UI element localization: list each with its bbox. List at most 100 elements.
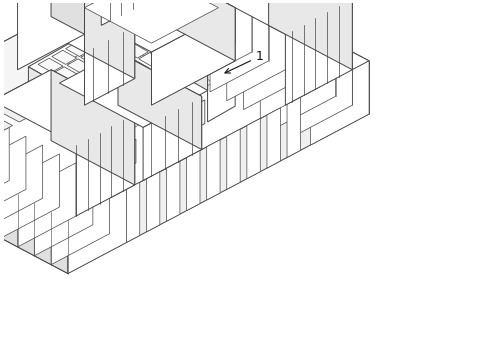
Polygon shape	[136, 103, 164, 119]
Polygon shape	[0, 0, 369, 220]
Polygon shape	[125, 12, 194, 82]
Polygon shape	[0, 145, 43, 229]
Text: 1: 1	[225, 50, 264, 73]
Polygon shape	[125, 60, 149, 75]
Polygon shape	[98, 76, 122, 90]
Polygon shape	[28, 12, 194, 106]
Polygon shape	[168, 0, 369, 114]
Polygon shape	[143, 96, 202, 180]
Polygon shape	[111, 89, 139, 105]
Polygon shape	[15, 27, 152, 138]
Polygon shape	[84, 0, 135, 78]
Polygon shape	[311, 61, 369, 145]
Polygon shape	[68, 61, 369, 274]
Polygon shape	[37, 103, 64, 119]
Polygon shape	[152, 120, 171, 153]
Polygon shape	[6, 86, 53, 111]
Polygon shape	[108, 35, 133, 49]
Polygon shape	[118, 52, 202, 149]
Polygon shape	[101, 0, 168, 26]
Polygon shape	[136, 46, 164, 62]
Polygon shape	[86, 131, 114, 147]
Polygon shape	[110, 52, 135, 66]
Polygon shape	[176, 0, 235, 74]
Polygon shape	[294, 52, 352, 136]
Polygon shape	[139, 19, 208, 59]
Polygon shape	[227, 17, 285, 101]
Polygon shape	[123, 44, 148, 58]
Polygon shape	[86, 75, 114, 90]
Polygon shape	[180, 43, 208, 106]
Polygon shape	[187, 100, 205, 134]
Polygon shape	[126, 182, 140, 243]
Polygon shape	[244, 26, 302, 109]
Polygon shape	[277, 43, 336, 127]
Polygon shape	[0, 26, 1, 105]
Polygon shape	[53, 67, 78, 81]
Polygon shape	[67, 59, 92, 73]
Polygon shape	[269, 0, 352, 70]
Polygon shape	[0, 70, 135, 145]
Polygon shape	[187, 150, 200, 211]
Polygon shape	[15, 106, 98, 185]
Polygon shape	[93, 27, 118, 41]
Polygon shape	[38, 58, 63, 72]
Polygon shape	[86, 103, 114, 119]
Polygon shape	[1, 154, 59, 238]
Polygon shape	[151, 8, 235, 105]
Polygon shape	[267, 108, 280, 168]
Polygon shape	[202, 0, 352, 34]
Polygon shape	[210, 8, 269, 92]
Polygon shape	[118, 139, 136, 173]
Polygon shape	[160, 0, 219, 65]
Polygon shape	[111, 68, 136, 82]
Polygon shape	[51, 0, 84, 34]
Polygon shape	[0, 108, 13, 132]
Polygon shape	[285, 0, 352, 105]
Polygon shape	[61, 89, 89, 105]
Polygon shape	[207, 140, 220, 200]
Polygon shape	[152, 27, 235, 106]
Polygon shape	[227, 129, 240, 189]
Polygon shape	[107, 19, 132, 33]
Polygon shape	[247, 118, 260, 179]
Polygon shape	[151, 0, 235, 61]
Polygon shape	[0, 114, 68, 274]
Polygon shape	[139, 53, 164, 67]
Polygon shape	[51, 70, 135, 185]
Polygon shape	[59, 52, 202, 127]
Polygon shape	[81, 51, 105, 65]
Text: 2: 2	[290, 24, 323, 37]
Polygon shape	[34, 0, 135, 52]
Polygon shape	[82, 68, 107, 82]
Polygon shape	[0, 136, 26, 220]
Polygon shape	[186, 75, 213, 90]
Polygon shape	[69, 76, 93, 90]
Polygon shape	[96, 60, 121, 74]
Polygon shape	[167, 161, 180, 221]
Polygon shape	[61, 117, 89, 133]
Polygon shape	[15, 27, 235, 153]
Polygon shape	[166, 19, 208, 90]
Polygon shape	[66, 42, 91, 57]
Polygon shape	[66, 55, 113, 80]
Polygon shape	[79, 35, 104, 49]
Polygon shape	[0, 127, 9, 212]
Polygon shape	[137, 36, 162, 50]
Polygon shape	[111, 117, 139, 133]
Polygon shape	[84, 26, 135, 105]
Polygon shape	[68, 0, 235, 52]
Polygon shape	[26, 76, 73, 101]
Polygon shape	[143, 0, 202, 57]
Polygon shape	[86, 44, 133, 69]
Polygon shape	[34, 172, 93, 256]
Polygon shape	[98, 51, 194, 138]
Polygon shape	[76, 114, 135, 216]
Polygon shape	[84, 0, 219, 43]
Polygon shape	[28, 67, 98, 138]
Polygon shape	[260, 34, 319, 118]
Polygon shape	[0, 97, 33, 122]
Polygon shape	[287, 97, 300, 157]
Polygon shape	[18, 163, 76, 247]
Polygon shape	[51, 180, 110, 265]
